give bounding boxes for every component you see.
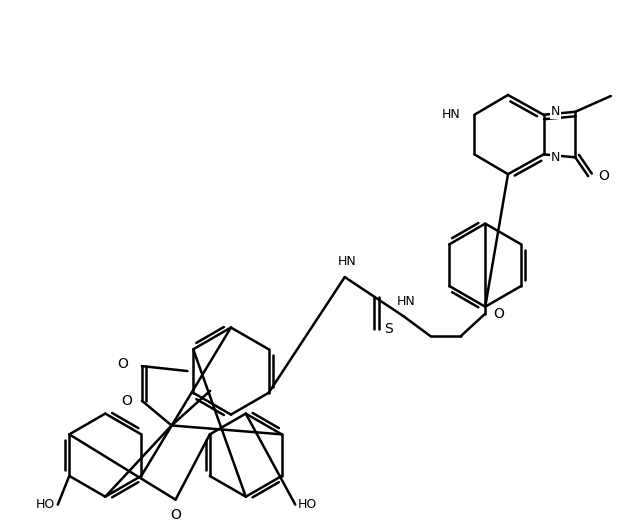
Text: O: O: [170, 508, 181, 521]
Text: HO: HO: [36, 498, 55, 511]
Text: O: O: [598, 169, 609, 183]
Text: HN: HN: [397, 294, 415, 308]
Text: HN: HN: [442, 108, 461, 121]
Text: HO: HO: [298, 498, 317, 511]
Text: N: N: [550, 105, 560, 118]
Text: N: N: [550, 151, 560, 164]
Text: O: O: [121, 394, 132, 408]
Text: O: O: [117, 357, 128, 371]
Text: HN: HN: [337, 255, 356, 268]
Text: S: S: [384, 322, 393, 336]
Text: O: O: [493, 307, 504, 321]
